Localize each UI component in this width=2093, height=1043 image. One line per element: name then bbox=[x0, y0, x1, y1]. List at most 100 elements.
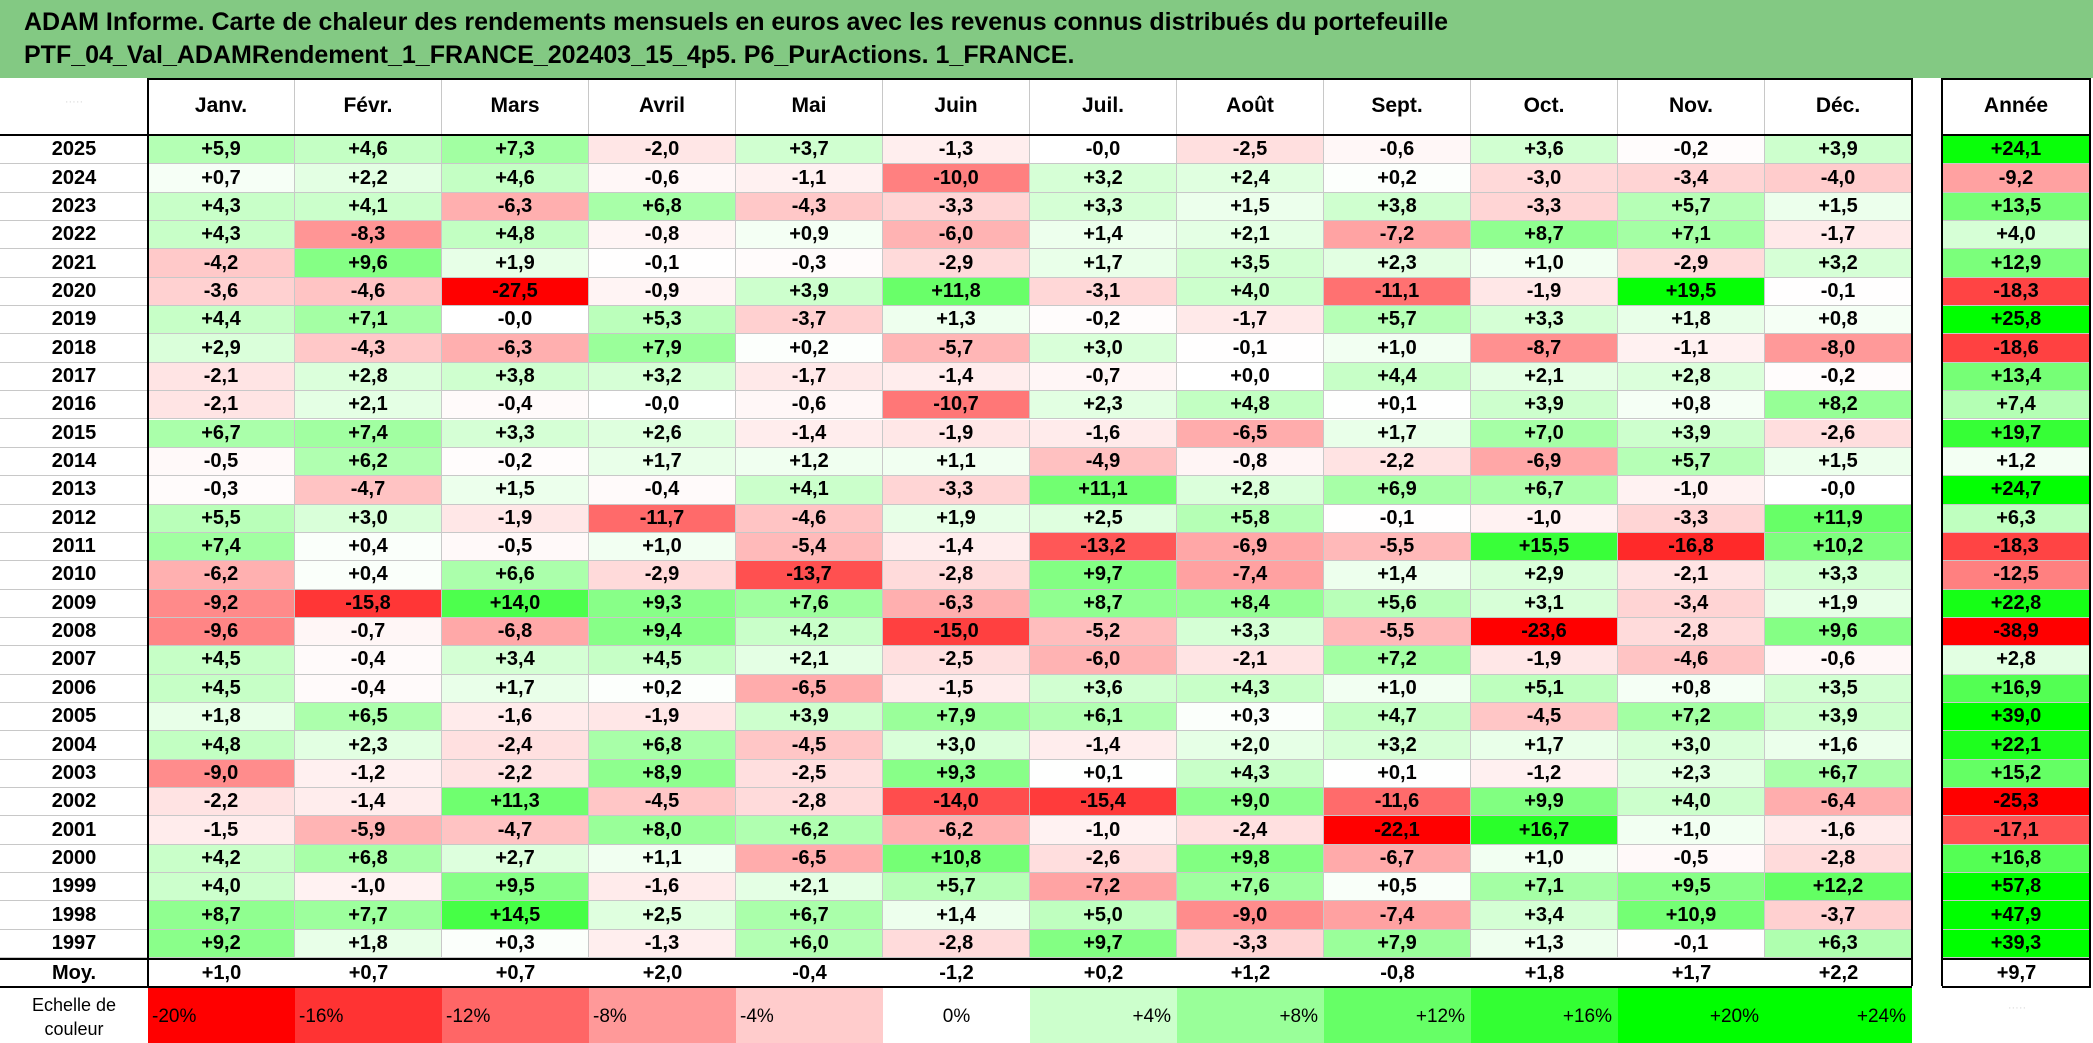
heatmap-cell: +5,9 bbox=[148, 136, 295, 165]
heatmap-cell: +9,7 bbox=[1030, 561, 1177, 590]
grid-rule bbox=[1942, 958, 2091, 961]
heatmap-cell: +2,0 bbox=[1177, 731, 1324, 760]
heatmap-cell: +15,5 bbox=[1471, 532, 1618, 562]
heatmap-cell: +19,5 bbox=[1618, 277, 1765, 307]
heatmap-cell: -15,4 bbox=[1030, 788, 1177, 817]
heatmap-cell: -0,1 bbox=[1618, 929, 1765, 959]
heatmap-cell: +4,6 bbox=[442, 164, 589, 193]
heatmap-cell: +4,7 bbox=[1324, 703, 1471, 732]
heatmap-cell: +3,9 bbox=[1618, 419, 1765, 448]
heatmap-cell: +2,5 bbox=[1030, 504, 1177, 533]
heatmap-cell: +2,8 bbox=[1177, 476, 1324, 505]
heatmap-cell: +6,5 bbox=[295, 703, 442, 732]
heatmap-cell: +1,8 bbox=[148, 703, 295, 732]
heatmap-cell: -6,9 bbox=[1471, 447, 1618, 477]
heatmap-cell: +4,3 bbox=[148, 221, 295, 250]
heatmap-cell: -1,6 bbox=[1765, 816, 1912, 845]
heatmap-cell: -0,0 bbox=[589, 391, 736, 420]
heatmap-cell: +9,3 bbox=[589, 589, 736, 618]
heatmap-cell: -0,3 bbox=[148, 476, 295, 505]
heatmap-cell: +2,3 bbox=[1324, 249, 1471, 278]
heatmap-cell: -0,6 bbox=[736, 391, 883, 420]
heatmap-cell: -6,2 bbox=[883, 816, 1030, 845]
heatmap-cell: +0,1 bbox=[1030, 759, 1177, 789]
heatmap-cell: +0,1 bbox=[1324, 391, 1471, 420]
heatmap-cell: +3,5 bbox=[1765, 674, 1912, 703]
heatmap-cell: +9,5 bbox=[1618, 873, 1765, 902]
heatmap-cell: +4,3 bbox=[148, 192, 295, 222]
heatmap-cell: +5,5 bbox=[148, 504, 295, 533]
heatmap-cell: +3,9 bbox=[736, 277, 883, 307]
heatmap-cell: +7,1 bbox=[1471, 873, 1618, 902]
heatmap-cell: +1,4 bbox=[1030, 221, 1177, 250]
heatmap-cell: -6,0 bbox=[883, 221, 1030, 250]
heatmap-cell: +1,9 bbox=[883, 504, 1030, 533]
annual-cell: +1,2 bbox=[1942, 447, 2091, 477]
heatmap-cell: -2,9 bbox=[1618, 249, 1765, 278]
heatmap-cell: -0,5 bbox=[148, 447, 295, 477]
heatmap-cell: +8,7 bbox=[148, 901, 295, 930]
heatmap-cell: -6,9 bbox=[1177, 532, 1324, 562]
heatmap-cell: -1,9 bbox=[1471, 277, 1618, 307]
month-header: Mai bbox=[736, 78, 883, 134]
heatmap-cell: +9,8 bbox=[1177, 844, 1324, 874]
heatmap-cell: -6,3 bbox=[442, 192, 589, 222]
month-header: Avril bbox=[589, 78, 736, 134]
heatmap-cell: +2,3 bbox=[1618, 759, 1765, 789]
heatmap-cell: -0,4 bbox=[589, 476, 736, 505]
average-cell: +2,0 bbox=[642, 961, 683, 984]
heatmap-cell: -4,6 bbox=[736, 504, 883, 533]
heatmap-cell: -1,0 bbox=[1618, 476, 1765, 505]
average-cell: +2,2 bbox=[1818, 961, 1859, 984]
heatmap-cell: +3,0 bbox=[883, 731, 1030, 760]
heatmap-cell: +1,1 bbox=[589, 844, 736, 874]
scale-swatch: +20% bbox=[1618, 988, 1765, 1043]
scale-swatch: -16% bbox=[295, 988, 442, 1043]
heatmap-cell: +1,6 bbox=[1765, 731, 1912, 760]
annual-cell: +22,8 bbox=[1942, 589, 2091, 618]
heatmap-cell: -0,1 bbox=[1177, 334, 1324, 363]
heatmap-cell: +4,5 bbox=[589, 646, 736, 675]
heatmap-cell: +1,8 bbox=[1618, 306, 1765, 335]
heatmap-cell: +1,4 bbox=[1324, 561, 1471, 590]
heatmap-cell: -11,7 bbox=[589, 504, 736, 533]
heatmap-cell: +4,8 bbox=[148, 731, 295, 760]
watermark-logo: ····· bbox=[2007, 1002, 2027, 1015]
heatmap-cell: +6,1 bbox=[1030, 703, 1177, 732]
heatmap-cell: +4,3 bbox=[1177, 674, 1324, 703]
heatmap-cell: +6,2 bbox=[736, 816, 883, 845]
grid-rule bbox=[1941, 78, 1943, 987]
heatmap-cell: +4,0 bbox=[1177, 277, 1324, 307]
heatmap-cell: +9,7 bbox=[1030, 929, 1177, 959]
heatmap-cell: -0,5 bbox=[442, 532, 589, 562]
heatmap-cell: +4,8 bbox=[442, 221, 589, 250]
heatmap-cell: -3,7 bbox=[1765, 901, 1912, 930]
heatmap-cell: +1,3 bbox=[1471, 929, 1618, 959]
heatmap-cell: +3,9 bbox=[1471, 391, 1618, 420]
heatmap-cell: +3,9 bbox=[1765, 703, 1912, 732]
heatmap-cell: +8,4 bbox=[1177, 589, 1324, 618]
grid-rule bbox=[148, 78, 1912, 80]
heatmap-cell: +9,4 bbox=[589, 617, 736, 647]
heatmap-cell: +0,5 bbox=[1324, 873, 1471, 902]
heatmap-cell: -5,9 bbox=[295, 816, 442, 845]
year-label: 1997 bbox=[0, 930, 148, 959]
heatmap-cell: +6,9 bbox=[1324, 476, 1471, 505]
heatmap-cell: -1,1 bbox=[1618, 334, 1765, 363]
year-label: 2001 bbox=[0, 816, 148, 845]
heatmap-cell: +6,7 bbox=[148, 419, 295, 448]
heatmap-cell: -11,6 bbox=[1324, 788, 1471, 817]
heatmap-cell: -4,7 bbox=[442, 816, 589, 845]
heatmap-cell: -5,7 bbox=[883, 334, 1030, 363]
heatmap-cell: -5,5 bbox=[1324, 532, 1471, 562]
heatmap-cell: +3,4 bbox=[442, 646, 589, 675]
heatmap-cell: -3,3 bbox=[883, 192, 1030, 222]
month-header: Juil. bbox=[1030, 78, 1177, 134]
heatmap-cell: -1,9 bbox=[589, 703, 736, 732]
heatmap-cell: +1,9 bbox=[442, 249, 589, 278]
heatmap-cell: -0,2 bbox=[1765, 362, 1912, 392]
heatmap-cell: -2,5 bbox=[736, 759, 883, 789]
annual-cell: -12,5 bbox=[1942, 561, 2091, 590]
heatmap-cell: -2,2 bbox=[148, 788, 295, 817]
heatmap-cell: +1,0 bbox=[589, 532, 736, 562]
